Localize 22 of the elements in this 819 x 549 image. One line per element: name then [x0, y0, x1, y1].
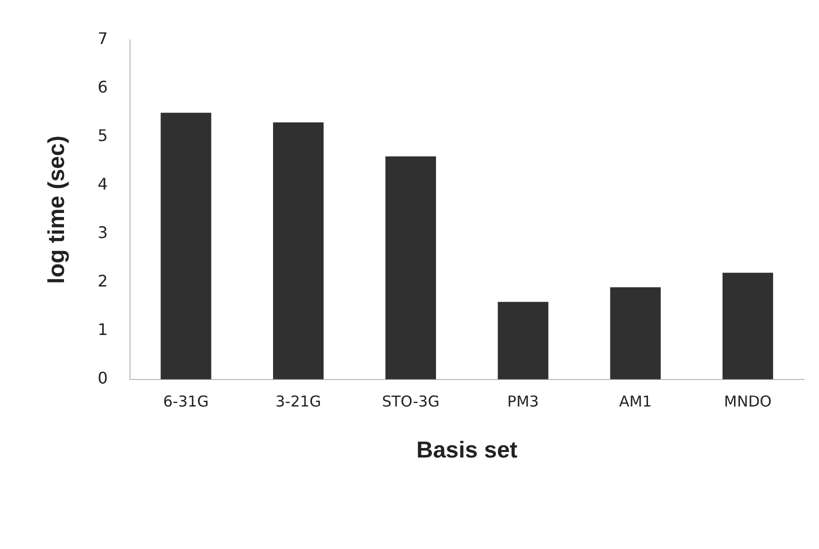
y-tick-label: 5 [98, 126, 108, 146]
x-tick-label: 6-31G [163, 392, 209, 410]
x-tick-label: MNDO [724, 392, 772, 410]
bar [498, 302, 548, 380]
x-tick-label: PM3 [507, 392, 539, 410]
y-tick-label: 1 [98, 320, 108, 340]
x-tick-label: STO-3G [382, 392, 440, 410]
bar [385, 156, 436, 380]
x-tick-label: 3-21G [276, 392, 322, 410]
y-tick-label: 6 [98, 78, 108, 97]
x-axis-title: Basis set [416, 436, 518, 463]
y-tick-label: 0 [98, 368, 108, 388]
bar [273, 122, 324, 380]
y-tick-label: 4 [98, 174, 108, 194]
y-tick-label: 7 [98, 29, 108, 48]
bar [722, 272, 774, 380]
x-tick-label: AM1 [619, 392, 652, 410]
y-axis-title: log time (sec) [43, 136, 70, 284]
bar [610, 287, 661, 380]
y-tick-label: 3 [98, 223, 108, 242]
bar [160, 112, 212, 380]
y-tick-label: 2 [98, 272, 108, 291]
